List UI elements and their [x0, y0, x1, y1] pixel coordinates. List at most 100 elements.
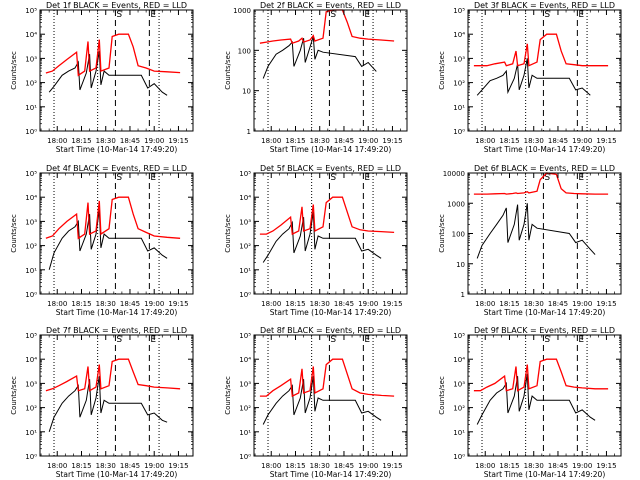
series-events-line — [262, 36, 377, 79]
chart-title: Det 7f BLACK = Events, RED = LLD — [46, 326, 187, 335]
marker-label-s: S — [330, 173, 336, 183]
x-tick-label: 18:30 — [310, 300, 330, 308]
plot-frame — [253, 334, 408, 457]
x-tick-label: 18:15 — [499, 462, 519, 470]
x-tick-label: 18:00 — [261, 300, 281, 308]
marker-label-s: S — [544, 173, 550, 183]
y-tick-label: 10⁰ — [25, 453, 37, 461]
series-events-line — [48, 51, 168, 96]
y-tick-label: 10¹ — [453, 104, 465, 112]
y-tick-label: 10⁵ — [239, 332, 251, 340]
marker-label-s: S — [544, 10, 550, 20]
y-tick-label: 10¹ — [239, 429, 251, 437]
x-tick-label: 18:15 — [71, 137, 91, 145]
plot-frame — [253, 172, 408, 295]
x-tick-label: 18:45 — [120, 137, 140, 145]
y-tick-label: 10¹ — [25, 104, 37, 112]
plot-frame — [39, 9, 194, 132]
chart-title: Det 2f BLACK = Events, RED = LLD — [260, 1, 401, 10]
plot-frame — [467, 334, 622, 457]
x-tick-label: 18:00 — [47, 300, 67, 308]
series-lld-line — [473, 172, 609, 195]
x-tick-label: 18:15 — [71, 300, 91, 308]
series-events-line — [262, 376, 382, 425]
y-tick-label: 10⁵ — [25, 170, 37, 178]
y-axis-label: Counts/sec — [224, 214, 232, 253]
x-tick-label: 19:15 — [596, 137, 616, 145]
y-tick-label: 10¹ — [25, 429, 37, 437]
y-axis-label: Counts/sec — [438, 376, 446, 415]
y-tick-label: 10 — [242, 88, 251, 96]
marker-label-s: S — [330, 335, 336, 345]
x-tick-label: 18:45 — [548, 137, 568, 145]
y-tick-label: 10¹ — [25, 267, 37, 275]
marker-label-e: E — [578, 335, 584, 345]
chart-title: Det 8f BLACK = Events, RED = LLD — [260, 326, 401, 335]
y-axis-label: Counts/sec — [224, 51, 232, 90]
y-tick-label: 10¹ — [453, 429, 465, 437]
y-tick-label: 1000 — [233, 7, 251, 15]
marker-label-e: E — [364, 173, 370, 183]
x-tick-label: 19:15 — [168, 462, 188, 470]
y-tick-label: 10³ — [239, 380, 251, 388]
y-tick-label: 10² — [453, 405, 465, 413]
plot-frame — [467, 172, 622, 295]
y-tick-label: 10⁰ — [453, 453, 465, 461]
y-tick-label: 1000 — [447, 200, 465, 208]
series-events-line — [476, 203, 596, 259]
y-tick-label: 10⁵ — [239, 170, 251, 178]
x-tick-label: 18:30 — [310, 137, 330, 145]
x-tick-label: 18:15 — [499, 300, 519, 308]
x-tick-label: 19:00 — [572, 462, 592, 470]
y-tick-label: 10 — [456, 261, 465, 269]
x-axis-label: Start Time (10-Mar-14 17:49:20) — [56, 145, 178, 154]
x-axis-label: Start Time (10-Mar-14 17:49:20) — [484, 308, 606, 317]
marker-label-e: E — [578, 10, 584, 20]
series-events-line — [48, 209, 168, 270]
x-tick-label: 18:45 — [548, 300, 568, 308]
marker-label-e: E — [150, 10, 156, 20]
x-tick-label: 18:15 — [499, 137, 519, 145]
y-tick-label: 10⁴ — [453, 356, 465, 364]
x-tick-label: 18:15 — [285, 462, 305, 470]
y-tick-label: 10⁵ — [25, 7, 37, 15]
x-tick-label: 18:00 — [47, 137, 67, 145]
x-tick-label: 18:45 — [334, 300, 354, 308]
x-tick-label: 18:00 — [261, 462, 281, 470]
series-events-line — [476, 58, 591, 96]
y-tick-label: 10⁴ — [239, 356, 251, 364]
x-tick-label: 19:15 — [168, 300, 188, 308]
chart-title: Det 5f BLACK = Events, RED = LLD — [260, 164, 401, 173]
series-events-line — [476, 373, 596, 425]
series-events-line — [48, 376, 168, 432]
x-tick-label: 19:00 — [358, 300, 378, 308]
x-axis-label: Start Time (10-Mar-14 17:49:20) — [270, 470, 392, 479]
x-tick-label: 18:00 — [475, 137, 495, 145]
series-lld-line — [473, 358, 609, 392]
x-tick-label: 18:15 — [285, 137, 305, 145]
series-lld-line — [45, 196, 181, 240]
y-axis-label: Counts/sec — [10, 376, 18, 415]
x-tick-label: 19:00 — [358, 462, 378, 470]
y-tick-label: 100 — [238, 47, 251, 55]
plot-frame — [39, 334, 194, 457]
series-events-line — [262, 211, 382, 263]
x-tick-label: 19:00 — [144, 462, 164, 470]
x-tick-label: 19:15 — [382, 137, 402, 145]
x-tick-label: 18:45 — [334, 137, 354, 145]
y-tick-label: 100 — [452, 231, 465, 239]
y-tick-label: 10² — [453, 80, 465, 88]
y-tick-label: 10³ — [25, 218, 37, 226]
x-tick-label: 19:15 — [596, 300, 616, 308]
y-tick-label: 1 — [461, 291, 465, 299]
y-tick-label: 10000 — [443, 170, 465, 178]
y-axis-label: Counts/sec — [10, 51, 18, 90]
x-tick-label: 18:45 — [120, 462, 140, 470]
series-lld-line — [259, 9, 395, 45]
y-tick-label: 10⁰ — [25, 291, 37, 299]
